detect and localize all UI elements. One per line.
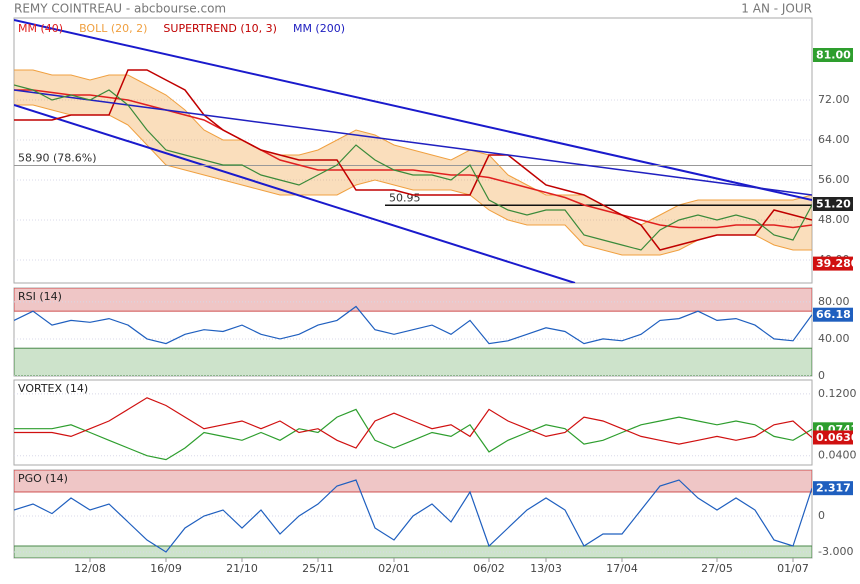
x-tick-label: 06/02 [473, 562, 505, 575]
y-tick-label: 0.1200 [818, 387, 857, 400]
price-tag [813, 197, 853, 211]
x-tick-label: 01/07 [777, 562, 809, 575]
legend-item: MM (40) [18, 22, 63, 35]
plot-area [14, 393, 812, 461]
page-title: REMY COINTREAU - abcbourse.com [14, 2, 226, 16]
x-tick-label: 25/11 [302, 562, 334, 575]
series-line [14, 89, 812, 229]
x-tick-label: 27/05 [701, 562, 733, 575]
x-tick-label: 13/03 [530, 562, 562, 575]
price-tag [813, 256, 853, 271]
panel-title: VORTEX (14) [18, 382, 88, 395]
panel-title: RSI (14) [18, 290, 62, 303]
plot-area [14, 470, 812, 558]
y-tick-label: 0 [818, 369, 825, 382]
y-tick-label: 48.00 [818, 213, 850, 226]
price-tag [813, 307, 853, 322]
y-tick-label: 40.00 [818, 332, 850, 345]
legend-item: BOLL (20, 2) [79, 22, 147, 35]
y-tick-label: 0 [818, 509, 825, 522]
period: 1 AN - JOUR [741, 2, 812, 16]
x-tick-label: 16/09 [150, 562, 182, 575]
trend-channel-upper [14, 19, 812, 201]
y-tick-label: 56.00 [818, 173, 850, 186]
series-line [14, 397, 812, 449]
x-tick-label: 02/01 [378, 562, 410, 575]
price-tag-label: 81.00 [816, 49, 851, 62]
price-tag-label: 51.20 [816, 198, 851, 211]
panel-title: PGO (14) [18, 472, 68, 485]
series-line [14, 69, 812, 251]
series-line [14, 84, 812, 251]
band-fill [14, 70, 812, 255]
x-tick-label: 17/04 [606, 562, 638, 575]
trend-channel-lower [14, 104, 576, 283]
y-tick-label: -3.000 [818, 545, 853, 558]
price-tag [813, 481, 853, 496]
plots: 58.90 (78.6%)50.95 72.00 64.00 56.00 48.00 40… [13, 17, 859, 575]
oversold-zone [14, 347, 812, 376]
y-tick-label: 64.00 [818, 133, 850, 146]
overbought-zone [14, 288, 812, 312]
price-tag-label: 39.280 [816, 257, 859, 270]
price-tag [813, 430, 853, 445]
price-tag-label: 0.0636 [816, 431, 859, 444]
legend-item: SUPERTREND (10, 3) [163, 22, 277, 35]
plot-area [14, 288, 812, 376]
series-line [14, 408, 812, 461]
panel [13, 379, 813, 466]
x-tick-label: 12/08 [74, 562, 106, 575]
series-line [14, 89, 812, 196]
overbought-zone [14, 470, 812, 493]
series-line [14, 479, 812, 553]
series-line [14, 305, 812, 345]
band-lower [14, 104, 812, 256]
price-tag-label: 66.18 [816, 308, 851, 321]
y-tick-label: 80.00 [818, 295, 850, 308]
y-tick-label: 0.0400 [818, 449, 857, 462]
plot-area: 58.90 (78.6%)50.95 [14, 19, 812, 283]
level-label: 58.90 (78.6%) [18, 152, 97, 165]
y-tick-label: 72.00 [818, 93, 850, 106]
legend-item: MM (200) [293, 22, 345, 35]
x-tick-label: 21/10 [226, 562, 258, 575]
price-tag [813, 48, 853, 62]
price-tag-label: 2.317 [816, 482, 851, 495]
